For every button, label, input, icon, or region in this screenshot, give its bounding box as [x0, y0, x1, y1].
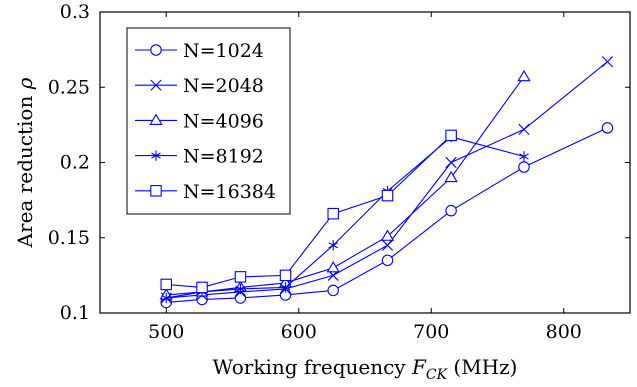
- data-point-star: [161, 292, 172, 304]
- data-point-square: [160, 278, 173, 291]
- data-point-triangle: [517, 69, 531, 82]
- y-axis-title: Area reduction ρ: [13, 77, 37, 248]
- data-point-circle: [601, 122, 614, 134]
- x-axis-title-subscript: CK: [426, 367, 449, 383]
- data-point-circle: [445, 204, 457, 217]
- data-point-star: [519, 151, 529, 162]
- legend-entry: N=2048: [135, 75, 264, 97]
- y-tick-label: 0.15: [48, 227, 90, 249]
- y-axis-ticks: 0.1 0.15 0.2 0.25 0.3: [48, 1, 630, 324]
- plot-layer: [159, 56, 614, 309]
- x-marker-stroke: [381, 239, 394, 251]
- x-axis-title-prefix: Working frequency: [213, 355, 412, 379]
- legend: N=1024 N=2048 N=4096 N=8192 N=16384: [126, 27, 291, 215]
- legend-entry: N=8192: [135, 146, 264, 168]
- data-point-square: [196, 281, 208, 294]
- data-point-circle: [327, 284, 339, 297]
- x-axis-title: Working frequency FCK (MHz): [213, 355, 518, 383]
- data-point-square: [279, 269, 292, 282]
- y-axis-title-prefix: Area reduction: [13, 89, 37, 248]
- data-point-star: [328, 240, 338, 251]
- star-marker-stroke: [519, 153, 529, 160]
- x-marker: [150, 79, 162, 91]
- y-tick-label: 0.2: [60, 152, 90, 174]
- x-axis-ticks: 500 600 700 800: [148, 12, 582, 343]
- data-point-x: [381, 239, 394, 251]
- legend-entry: N=4096: [135, 110, 264, 132]
- data-point-square: [445, 129, 457, 142]
- circle-marker: [150, 44, 162, 56]
- data-point-triangle: [380, 229, 395, 241]
- x-axis-title-suffix: (MHz): [447, 355, 517, 379]
- data-point-square: [381, 189, 394, 202]
- data-point-triangle: [326, 261, 340, 273]
- data-point-star: [235, 283, 246, 295]
- data-point-x: [518, 123, 530, 135]
- data-point-square: [234, 271, 247, 283]
- legend-label: N=8192: [183, 146, 264, 168]
- x-tick-label: 600: [281, 321, 317, 343]
- star-marker-stroke: [328, 242, 338, 249]
- data-point-circle: [518, 161, 530, 173]
- legend-label: N=16384: [183, 181, 276, 203]
- star-marker-stroke: [161, 294, 172, 302]
- axes-layer: 500 600 700 800 0.1 0.15 0.2 0.25 0.3 Working f…: [13, 1, 631, 383]
- star-marker-stroke: [280, 284, 291, 291]
- data-point-circle: [234, 292, 247, 304]
- legend-label: N=2048: [183, 75, 264, 97]
- x-axis-title-symbol: F: [411, 355, 427, 379]
- triangle-marker: [149, 113, 163, 125]
- legend-entry: N=1024: [135, 40, 264, 62]
- legend-label: N=4096: [183, 110, 264, 132]
- data-point-x: [445, 156, 457, 169]
- x-marker-stroke: [445, 156, 457, 169]
- legend-label: N=1024: [183, 40, 264, 62]
- star-marker: [151, 150, 161, 161]
- data-point-star: [280, 282, 291, 293]
- star-marker-stroke: [235, 285, 246, 292]
- square-marker: [150, 185, 162, 197]
- x-tick-label: 500: [148, 321, 184, 343]
- x-marker-stroke: [518, 123, 530, 135]
- legend-entry: N=16384: [135, 181, 276, 203]
- data-point-x: [601, 56, 614, 68]
- data-point-circle: [381, 254, 394, 267]
- star-marker-stroke: [151, 152, 161, 159]
- x-tick-label: 700: [413, 321, 449, 343]
- series-n-16384: [160, 129, 457, 294]
- x-marker-stroke: [601, 56, 614, 68]
- x-tick-label: 800: [546, 321, 582, 343]
- data-point-square: [327, 207, 339, 220]
- y-tick-label: 0.1: [60, 302, 90, 324]
- y-axis-title-symbol: ρ: [13, 77, 37, 90]
- x-marker-stroke: [150, 79, 162, 91]
- data-point-triangle: [444, 170, 458, 183]
- y-tick-label: 0.3: [60, 1, 90, 23]
- y-tick-label: 0.25: [48, 76, 90, 98]
